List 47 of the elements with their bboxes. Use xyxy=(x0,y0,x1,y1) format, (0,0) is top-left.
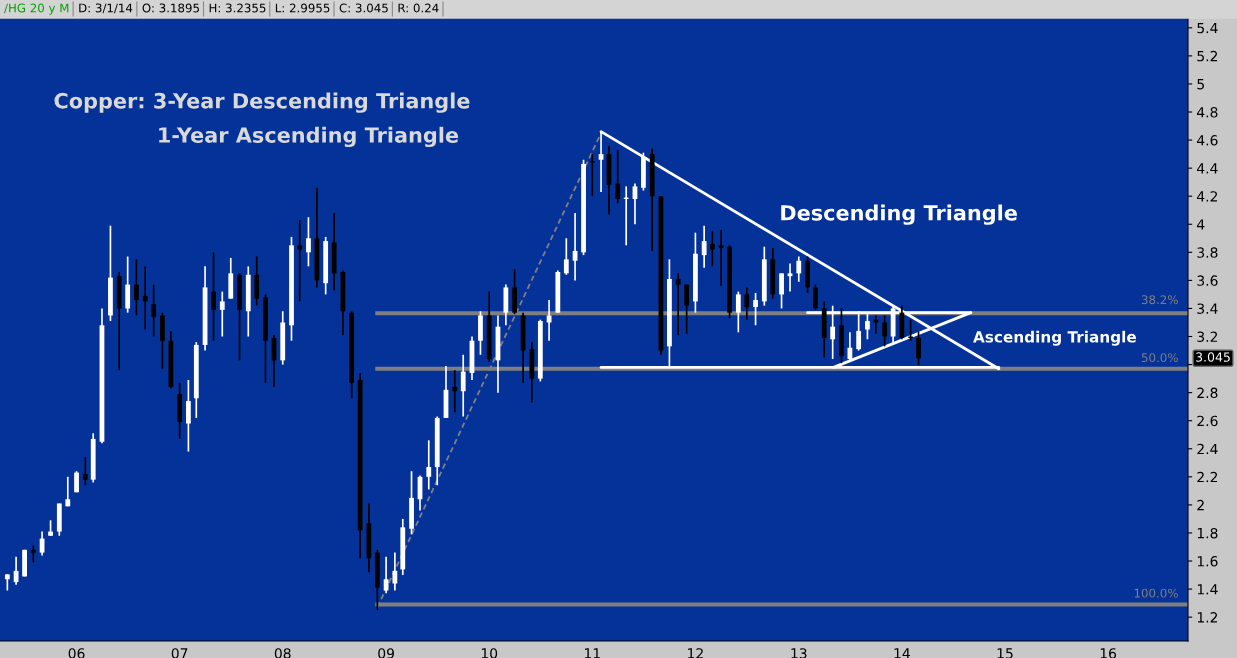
x-tick-label: 12 xyxy=(688,648,703,658)
y-tick-label: 4.8 xyxy=(1197,106,1218,118)
x-tick-label: 16 xyxy=(1100,648,1117,658)
y-tick-label: 2 xyxy=(1197,499,1204,511)
y-tick-label: 1.8 xyxy=(1197,527,1218,539)
annotation: Ascending Triangle xyxy=(973,330,1136,346)
annotation: Descending Triangle xyxy=(781,204,1017,225)
y-tick-label: 3.2 xyxy=(1197,331,1218,342)
x-tick-label: 09 xyxy=(378,648,394,658)
text: C: 3.045 xyxy=(339,3,388,13)
y-tick-label: 4 xyxy=(1197,219,1205,230)
y-tick-label: 1.2 xyxy=(1197,612,1218,623)
x-tick-label: 13 xyxy=(791,648,807,658)
y-tick-label: 5.4 xyxy=(1197,22,1218,34)
text: L: 2.9955 xyxy=(275,3,330,13)
x-tick-label: 14 xyxy=(894,648,910,658)
text: R: 0.24 xyxy=(398,3,439,13)
annotation: 100.0% xyxy=(1134,588,1178,598)
y-tick-label: 2.2 xyxy=(1197,471,1218,483)
x-tick-label: 10 xyxy=(481,648,498,658)
x-tick-label: 08 xyxy=(274,648,291,658)
x-tick-label: 11 xyxy=(584,648,600,658)
y-tick-label: 4.2 xyxy=(1197,191,1218,202)
y-tick-label: 2.4 xyxy=(1197,443,1218,455)
x-tick-label: 15 xyxy=(997,648,1013,658)
y-tick-label: 1.6 xyxy=(1197,555,1218,567)
annotation: 50.0% xyxy=(1141,353,1178,363)
text: 1-Year Ascending Triangle xyxy=(159,126,459,148)
text: D: 3/1/14 xyxy=(79,3,133,14)
y-tick-label: 1.4 xyxy=(1197,584,1218,595)
text: Copper: 3-Year Descending Triangle xyxy=(54,92,470,113)
annotation: 38.2% xyxy=(1141,295,1178,305)
y-tick-label: 2.8 xyxy=(1197,387,1218,399)
y-tick-label: 3.8 xyxy=(1197,247,1218,258)
x-tick-label: 07 xyxy=(171,648,188,658)
text: 3.045 xyxy=(1196,352,1230,362)
text: O: 3.1895 xyxy=(142,3,199,13)
y-tick-label: 3.4 xyxy=(1197,303,1218,314)
y-tick-label: 4.6 xyxy=(1197,135,1218,146)
y-tick-label: 2.6 xyxy=(1197,415,1218,427)
x-tick-label: 06 xyxy=(68,648,85,658)
y-tick-label: 4.4 xyxy=(1197,163,1218,174)
text: H: 3.2355 xyxy=(209,3,266,13)
y-tick-label: 5.2 xyxy=(1197,50,1218,62)
text: /HG 20 y M xyxy=(4,3,69,15)
y-tick-label: 3.6 xyxy=(1197,275,1218,286)
y-tick-label: 5 xyxy=(1197,79,1204,90)
